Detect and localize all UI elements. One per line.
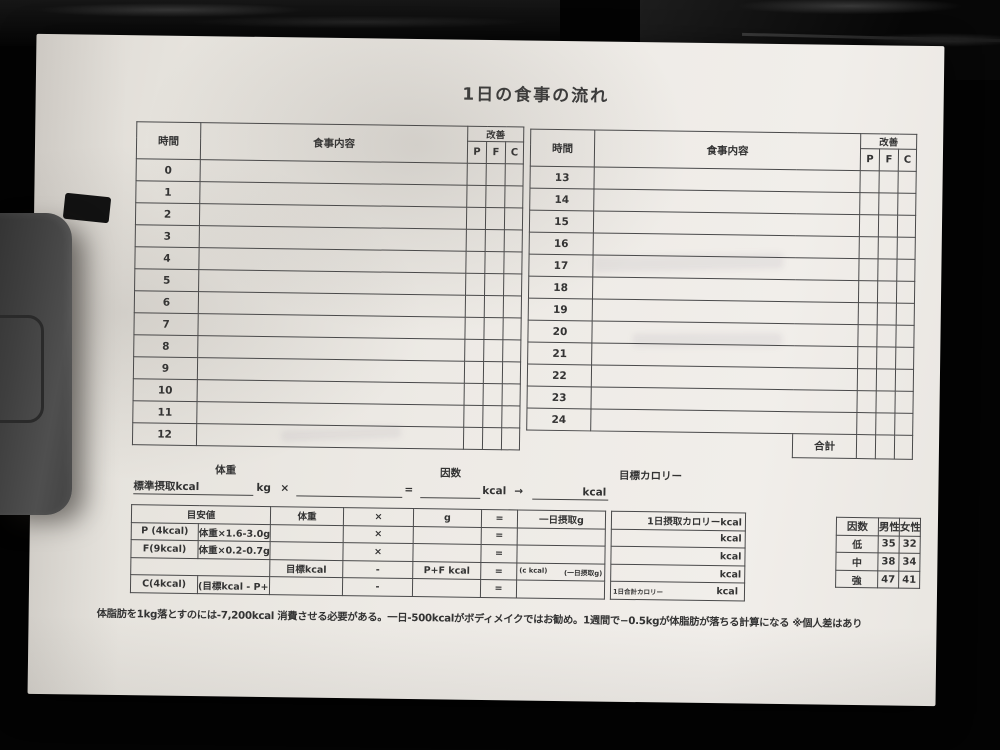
- meal-table-evening: 時間 食事内容 改善 P F C 13 14 15 16 17 18 19 20…: [526, 129, 917, 460]
- improve-header: 改善: [467, 126, 524, 142]
- hour-cell: 17: [528, 254, 594, 277]
- intake-prefix: 標準摂取kcal: [133, 478, 254, 496]
- daily-g-header: 一日摂取g: [517, 509, 606, 529]
- weight-header: 体重: [270, 506, 344, 526]
- hour-cell: 0: [136, 158, 201, 182]
- hour-cell: 22: [527, 364, 592, 387]
- hour-cell: 4: [134, 246, 200, 270]
- hour-cell: 11: [132, 400, 198, 424]
- hour-cell: 10: [133, 378, 198, 402]
- time-header: 時間: [136, 121, 201, 160]
- hour-cell: 1: [135, 180, 201, 204]
- hour-cell: 19: [528, 298, 593, 321]
- meal-content-cell: [196, 423, 464, 450]
- daily-total-label: 1日合計カロリー: [612, 587, 664, 597]
- carb-guide: (目標kcal - P+F kcal): [197, 575, 270, 595]
- guide-header: 目安値: [131, 504, 271, 525]
- table-row: 強 47 41: [835, 570, 920, 589]
- hour-cell: 9: [133, 356, 198, 380]
- hour-cell: 23: [526, 386, 592, 409]
- macro-calc-table: 目安値 体重 × g = 一日摂取g P (4kcal) 体重×1.6-3.0g…: [130, 504, 606, 600]
- hour-cell: 15: [529, 210, 594, 233]
- target-blank: kcal: [532, 483, 609, 501]
- intake-formula: 体重 因数 目標カロリー 標準摂取kcal kg × = kcal → kcal: [130, 461, 750, 507]
- hour-cell: 12: [132, 422, 197, 446]
- hour-cell: 14: [529, 188, 594, 211]
- total-label: 合計: [792, 433, 857, 459]
- factor-blank: [296, 480, 403, 498]
- hour-cell: 13: [529, 166, 595, 189]
- hinge-inner-panel: [0, 315, 44, 423]
- result-blank: [420, 482, 481, 499]
- hinge-object: [0, 213, 72, 515]
- hour-cell: 7: [133, 312, 199, 336]
- c-header: C: [505, 141, 524, 164]
- improve-header: 改善: [860, 133, 917, 150]
- hour-cell: 6: [134, 290, 199, 314]
- meal-form-sheet: 1日の食事の流れ 時間 食事内容 改善 P F C 0 1 2 3 4 5 6 …: [27, 33, 945, 707]
- hour-cell: 16: [529, 232, 594, 255]
- fat-guide: 体重×0.2-0.7g: [197, 540, 271, 560]
- daily-kcal-header: 1日摂取カロリーkcal: [611, 511, 746, 531]
- p-header: P: [860, 148, 880, 171]
- hour-cell: 20: [527, 320, 593, 343]
- c-header: C: [898, 149, 917, 172]
- hour-cell: 18: [528, 276, 593, 299]
- arrow-icon: →: [514, 485, 524, 498]
- fat-label: F(9kcal): [130, 539, 199, 559]
- factor-table: 因数 男性 女性 低 35 32 中 38 34 強 47 41: [835, 517, 921, 590]
- hinge-connector: [62, 192, 112, 224]
- goal-kcal-label: 目標kcal: [269, 559, 343, 578]
- carb-label: C(4kcal): [130, 575, 198, 594]
- protein-guide: 体重×1.6-3.0g: [198, 523, 271, 542]
- time-header: 時間: [530, 129, 595, 167]
- hour-cell: 21: [527, 342, 592, 365]
- table-row: 低 35 32: [836, 534, 921, 554]
- f-header: F: [879, 148, 899, 172]
- daily-kcal-table: 1日摂取カロリーkcal kcal kcal kcal 1日合計カロリー kcal: [610, 511, 746, 602]
- weight-label: 体重: [215, 464, 237, 477]
- hour-cell: 5: [134, 268, 199, 292]
- hour-cell: 3: [135, 224, 200, 248]
- protein-label: P (4kcal): [131, 522, 199, 541]
- content-header: 食事内容: [200, 122, 468, 164]
- target-calorie-label: 目標カロリー: [618, 469, 683, 483]
- table-row: 中 38 34: [835, 552, 921, 572]
- hour-cell: 8: [133, 334, 198, 358]
- hour-cell: 24: [526, 408, 591, 431]
- page-title: 1日の食事の流れ: [462, 84, 610, 107]
- pf-kcal-label: P+F kcal: [412, 561, 481, 580]
- footnote: 体脂肪を1kg落とすのには-7,200kcal 消費させる必要がある。一日-50…: [96, 607, 863, 631]
- content-header: 食事内容: [594, 129, 861, 171]
- f-header: F: [486, 141, 506, 164]
- p-header: P: [467, 141, 487, 164]
- hour-cell: 2: [135, 202, 200, 226]
- meal-table-morning: 時間 食事内容 改善 P F C 0 1 2 3 4 5 6 7 8 9 10 …: [132, 121, 524, 450]
- factor-label: 因数: [440, 467, 462, 480]
